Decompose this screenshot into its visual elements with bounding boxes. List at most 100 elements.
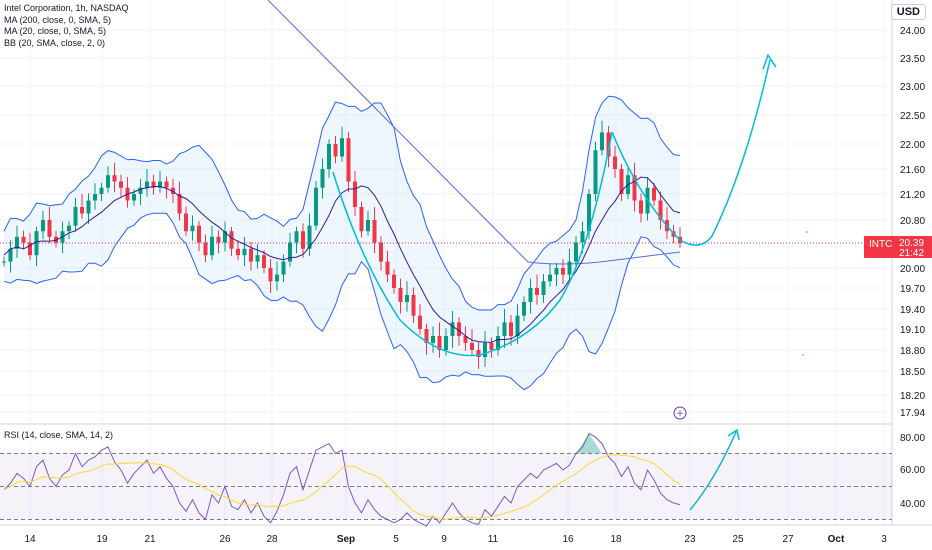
candle-body-71 [463,336,468,343]
candle-body-49 [320,169,325,188]
candle-body-20 [132,194,136,201]
legend-ma20[interactable]: MA (20, close, 0, SMA, 5) [4,26,107,36]
candle-body-80 [522,302,526,316]
legend-bb[interactable]: BB (20, SMA, close, 2, 0) [4,37,106,48]
price-tick-3: 22.50 [900,111,925,122]
candle-body-0 [2,261,6,263]
price-tick-9: 20.00 [900,264,925,275]
rsi-pane [0,433,892,527]
candle-body-8 [54,236,58,243]
time-tick-1: 19 [96,534,108,545]
price-tick-14: 18.50 [900,367,925,378]
candle-body-81 [528,288,533,302]
time-tick-5: Sep [337,534,355,545]
rsi-ma-line [3,454,681,520]
candle-body-92 [600,132,604,151]
candle-body-90 [587,194,591,232]
candle-body-7 [47,220,52,237]
candle-body-94 [613,156,617,169]
time-tick-9: 16 [562,534,574,545]
price-tick-13: 18.80 [900,346,925,357]
rsi-legend[interactable]: RSI (14, close, SMA, 14, 2) [4,430,114,440]
candle-body-5 [34,231,39,256]
candle-body-47 [307,225,312,249]
candle-body-41 [268,268,273,282]
chart-legend: Intel Corporation, 1h, NASDAQ MA (200, c… [4,3,129,49]
bb-lower-band [3,212,681,391]
time-tick-15: 3 [881,534,887,545]
candle-body-79 [515,315,520,336]
price-tick-7: 20.80 [900,216,925,227]
candle-body-61 [398,288,403,302]
candle-body-97 [632,175,637,201]
price-tick-1: 23.50 [900,54,925,65]
candle-body-2 [15,236,19,249]
candle-body-34 [223,231,227,243]
candle-body-56 [366,220,370,232]
candle-body-48 [314,187,318,226]
current-price-countdown: 21:42 [899,248,924,259]
candle-body-84 [548,274,552,282]
candle-body-14 [93,194,97,201]
legend-ma200[interactable]: MA (200, close, 0, SMA, 5) [4,14,112,25]
target-arrowhead [762,53,777,70]
candle-body-74 [483,343,487,357]
time-tick-7: 9 [441,534,447,545]
candle-body-4 [28,242,32,256]
time-tick-2: 21 [144,534,156,545]
candle-body-50 [327,144,331,169]
candle-body-69 [450,322,455,336]
candle-body-26 [171,187,175,194]
candle-body-15 [99,187,104,194]
add-alert-icon [673,406,687,420]
candlestick-series [2,120,682,369]
rsi-line [3,433,681,527]
legend-title[interactable]: Intel Corporation, 1h, NASDAQ [4,3,129,13]
candle-body-51 [333,144,338,157]
ma20-line [3,176,681,343]
candle-body-46 [301,231,305,249]
candle-body-13 [86,200,91,214]
candle-body-58 [379,242,383,262]
candle-body-60 [392,274,396,288]
candle-body-27 [177,194,182,214]
candle-body-53 [346,138,351,182]
candle-body-64 [418,315,422,329]
plus-icon: + [676,409,684,419]
user-drawings: + [332,53,808,511]
rsi-overbought-fill [576,433,602,454]
candle-body-73 [476,350,481,357]
price-tick-16: 17.94 [900,408,925,419]
candle-body-88 [574,242,578,262]
moving-average-lines [3,176,681,343]
candle-body-1 [8,248,13,262]
time-tick-14: Oct [828,534,845,545]
ma200-line [527,251,681,265]
candle-body-42 [275,274,279,282]
price-tick-12: 19.10 [900,325,925,336]
candle-body-62 [405,295,409,302]
time-axis[interactable]: 14 19 21 26 28 Sep 5 9 11 16 18 23 25 27 Oct 3 [24,534,887,545]
time-tick-3: 26 [219,534,231,545]
dot-2 [802,354,804,356]
candle-body-44 [288,242,292,262]
candle-body-38 [249,248,253,262]
rsi-tick-1: 60.00 [900,465,925,476]
candle-body-83 [541,281,546,295]
candle-body-70 [457,322,461,336]
candle-body-40 [262,255,266,268]
candle-body-72 [470,343,474,350]
currency-button[interactable]: USD [890,4,926,20]
candle-body-54 [353,181,357,207]
candle-body-39 [255,255,260,262]
candle-body-21 [138,187,143,194]
price-axis[interactable]: 24.00 23.50 23.00 22.50 22.00 21.60 21.20 20.80… [864,26,932,510]
descending-trendline [267,0,529,263]
candle-body-12 [80,207,84,214]
candle-body-29 [190,225,195,232]
candle-body-100 [652,187,656,201]
projection-curve [611,59,771,246]
price-tick-11: 19.40 [900,305,925,316]
dot-1 [806,231,808,233]
